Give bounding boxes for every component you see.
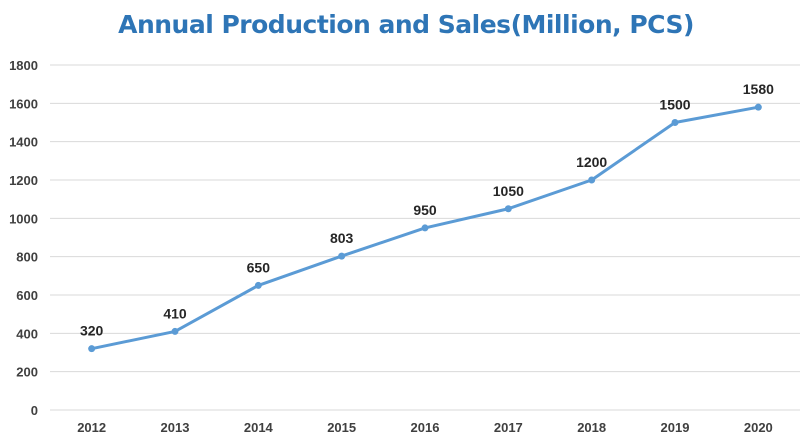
y-tick-label: 0: [31, 403, 38, 418]
x-tick-label: 2013: [161, 420, 190, 435]
data-point: [88, 345, 96, 353]
y-tick-label: 1000: [9, 211, 38, 226]
x-tick-label: 2015: [327, 420, 356, 435]
y-tick-label: 800: [16, 250, 38, 265]
y-tick-label: 1200: [9, 173, 38, 188]
data-label: 320: [80, 323, 104, 339]
data-point: [588, 176, 596, 184]
data-point: [338, 252, 346, 260]
y-tick-label: 600: [16, 288, 38, 303]
data-label: 650: [247, 259, 271, 275]
x-tick-label: 2019: [661, 420, 690, 435]
x-tick-label: 2018: [577, 420, 606, 435]
data-label: 1580: [743, 81, 774, 97]
y-tick-label: 1600: [9, 96, 38, 111]
data-point: [254, 281, 262, 289]
x-tick-label: 2012: [77, 420, 106, 435]
x-tick-label: 2014: [244, 420, 274, 435]
data-point: [504, 205, 512, 213]
data-label: 950: [413, 202, 437, 218]
y-tick-label: 400: [16, 326, 38, 341]
y-tick-label: 200: [16, 365, 38, 380]
x-tick-label: 2020: [744, 420, 773, 435]
data-label: 1500: [659, 97, 690, 113]
x-tick-label: 2017: [494, 420, 523, 435]
y-tick-label: 1400: [9, 135, 38, 150]
data-label: 1200: [576, 154, 607, 170]
data-point: [754, 103, 762, 111]
data-label: 803: [330, 230, 354, 246]
data-point: [421, 224, 429, 232]
y-tick-label: 1800: [9, 58, 38, 73]
x-tick-label: 2016: [411, 420, 440, 435]
data-point: [171, 327, 179, 335]
data-label: 410: [163, 305, 187, 321]
chart-title: Annual Production and Sales(Million, PCS…: [118, 10, 694, 39]
data-label: 1050: [493, 183, 524, 199]
data-point: [671, 119, 679, 126]
